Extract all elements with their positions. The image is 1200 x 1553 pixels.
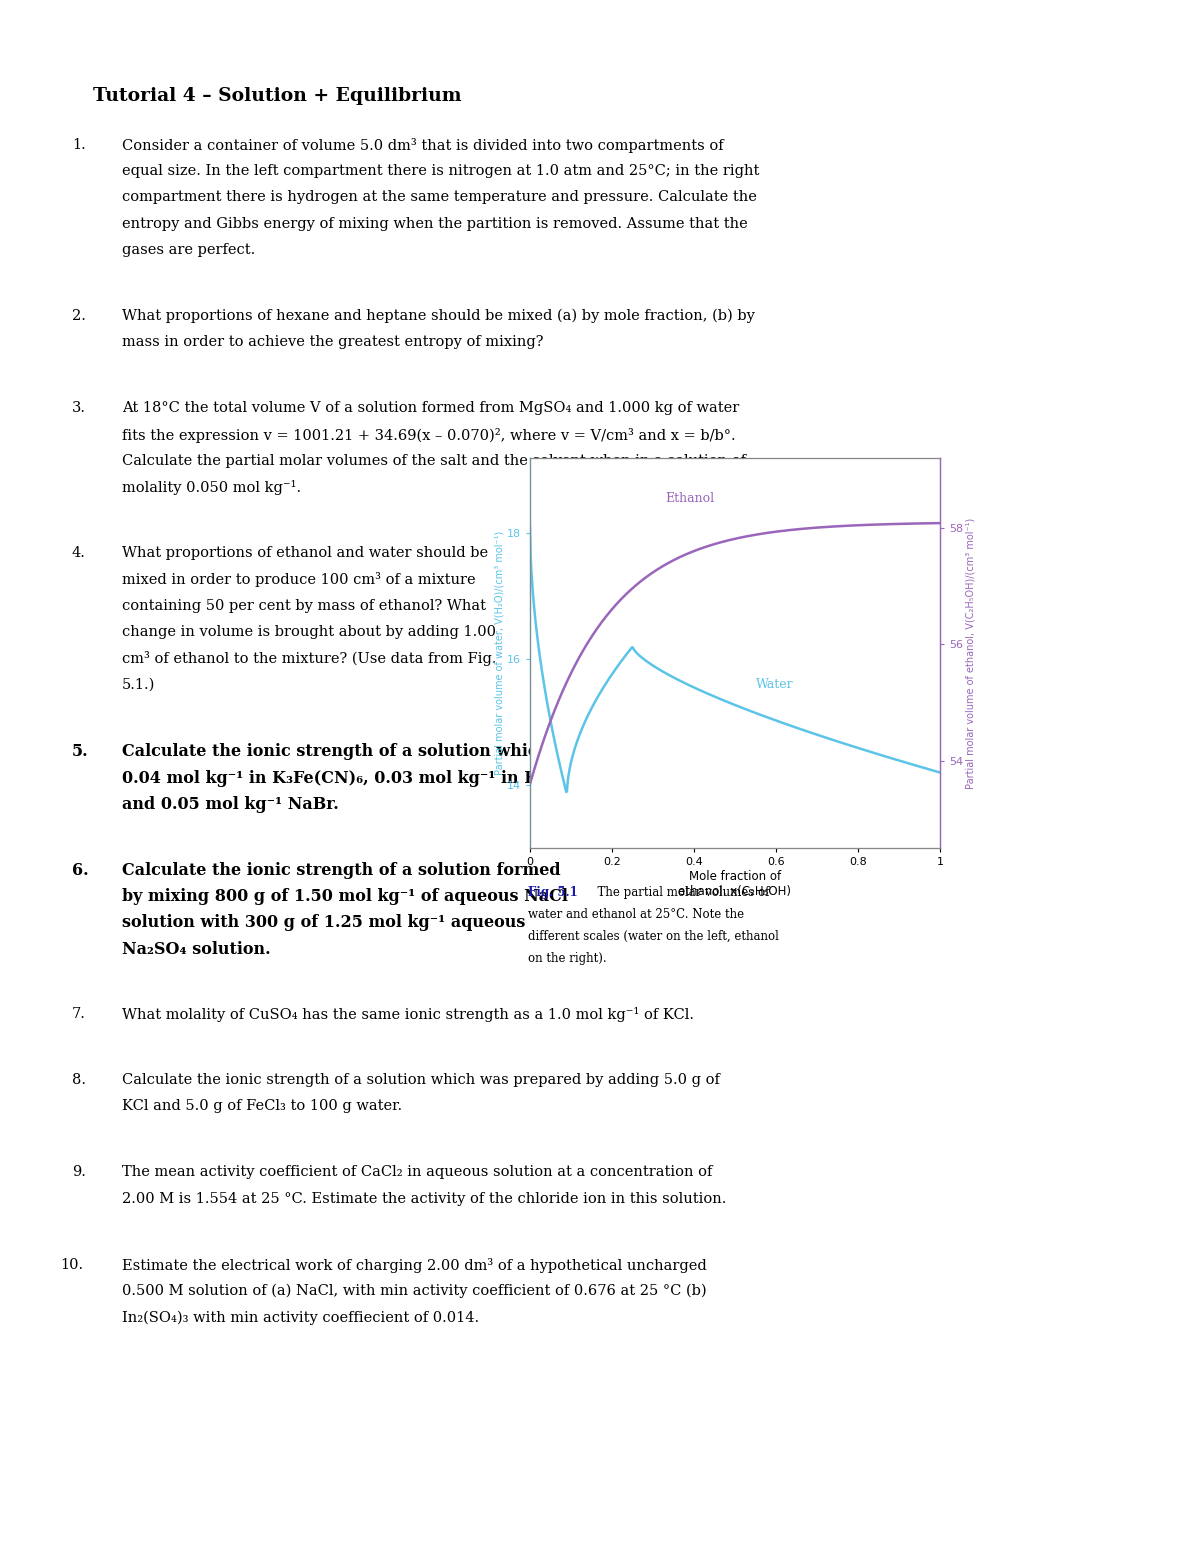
Text: water and ethanol at 25°C. Note the: water and ethanol at 25°C. Note the xyxy=(528,909,744,921)
Text: 2.00 M is 1.554 at 25 °C. Estimate the activity of the chloride ion in this solu: 2.00 M is 1.554 at 25 °C. Estimate the a… xyxy=(122,1191,726,1205)
Text: molality 0.050 mol kg⁻¹.: molality 0.050 mol kg⁻¹. xyxy=(122,480,301,495)
Text: 0.500 M solution of (a) NaCl, with min activity coefficient of 0.676 at 25 °C (b: 0.500 M solution of (a) NaCl, with min a… xyxy=(122,1284,707,1298)
Text: In₂(SO₄)₃ with min activity coeffiecient of 0.014.: In₂(SO₄)₃ with min activity coeffiecient… xyxy=(122,1311,479,1325)
Text: Estimate the electrical work of charging 2.00 dm³ of a hypothetical uncharged: Estimate the electrical work of charging… xyxy=(122,1258,707,1273)
Text: Calculate the partial molar volumes of the salt and the solvent when in a soluti: Calculate the partial molar volumes of t… xyxy=(122,453,746,467)
Text: Na₂SO₄ solution.: Na₂SO₄ solution. xyxy=(122,941,271,958)
Text: solution with 300 g of 1.25 mol kg⁻¹ aqueous: solution with 300 g of 1.25 mol kg⁻¹ aqu… xyxy=(122,915,526,932)
Text: compartment there is hydrogen at the same temperature and pressure. Calculate th: compartment there is hydrogen at the sam… xyxy=(122,191,757,205)
Text: equal size. In the left compartment there is nitrogen at 1.0 atm and 25°C; in th: equal size. In the left compartment ther… xyxy=(122,165,760,179)
Text: Water: Water xyxy=(756,677,793,691)
Text: What proportions of hexane and heptane should be mixed (a) by mole fraction, (b): What proportions of hexane and heptane s… xyxy=(122,309,755,323)
Text: by mixing 800 g of 1.50 mol kg⁻¹ of aqueous NaCl: by mixing 800 g of 1.50 mol kg⁻¹ of aque… xyxy=(122,888,568,905)
Text: 8.: 8. xyxy=(72,1073,86,1087)
Text: The mean activity coefficient of CaCl₂ in aqueous solution at a concentration of: The mean activity coefficient of CaCl₂ i… xyxy=(122,1165,713,1179)
Text: 5.: 5. xyxy=(72,744,89,761)
Text: change in volume is brought about by adding 1.00: change in volume is brought about by add… xyxy=(122,624,496,638)
Text: 1.: 1. xyxy=(72,138,85,152)
Text: on the right).: on the right). xyxy=(528,952,607,964)
Text: Calculate the ionic strength of a solution which is: Calculate the ionic strength of a soluti… xyxy=(122,744,570,761)
Text: mixed in order to produce 100 cm³ of a mixture: mixed in order to produce 100 cm³ of a m… xyxy=(122,573,475,587)
Text: Consider a container of volume 5.0 dm³ that is divided into two compartments of: Consider a container of volume 5.0 dm³ t… xyxy=(122,138,724,154)
Text: 5.1.): 5.1.) xyxy=(122,677,155,691)
Text: entropy and Gibbs energy of mixing when the partition is removed. Assume that th: entropy and Gibbs energy of mixing when … xyxy=(122,216,748,230)
Text: 4.: 4. xyxy=(72,547,86,561)
Text: Calculate the ionic strength of a solution which was prepared by adding 5.0 g of: Calculate the ionic strength of a soluti… xyxy=(122,1073,720,1087)
Text: What molality of CuSO₄ has the same ionic strength as a 1.0 mol kg⁻¹ of KCl.: What molality of CuSO₄ has the same ioni… xyxy=(122,1006,694,1022)
Text: What proportions of ethanol and water should be: What proportions of ethanol and water sh… xyxy=(122,547,488,561)
Text: The partial molar volumes of: The partial molar volumes of xyxy=(590,887,769,899)
Text: mass in order to achieve the greatest entropy of mixing?: mass in order to achieve the greatest en… xyxy=(122,335,544,349)
Text: 3.: 3. xyxy=(72,401,86,415)
Text: gases are perfect.: gases are perfect. xyxy=(122,242,256,256)
Text: and 0.05 mol kg⁻¹ NaBr.: and 0.05 mol kg⁻¹ NaBr. xyxy=(122,795,338,812)
Text: 6.: 6. xyxy=(72,862,89,879)
Y-axis label: Partial molar volume of water, V(H₂O)/(cm³ mol⁻¹): Partial molar volume of water, V(H₂O)/(c… xyxy=(494,531,504,775)
X-axis label: Mole fraction of
ethanol, x(C₂H₅OH): Mole fraction of ethanol, x(C₂H₅OH) xyxy=(678,870,792,898)
Text: Fig. 5.1: Fig. 5.1 xyxy=(528,887,577,899)
Text: cm³ of ethanol to the mixture? (Use data from Fig.: cm³ of ethanol to the mixture? (Use data… xyxy=(122,651,497,666)
Text: 0.04 mol kg⁻¹ in K₃Fe(CN)₆, 0.03 mol kg⁻¹ in KCl: 0.04 mol kg⁻¹ in K₃Fe(CN)₆, 0.03 mol kg⁻… xyxy=(122,770,557,787)
Text: different scales (water on the left, ethanol: different scales (water on the left, eth… xyxy=(528,930,779,943)
Text: 7.: 7. xyxy=(72,1006,86,1020)
Text: 9.: 9. xyxy=(72,1165,86,1179)
Text: Ethanol: Ethanol xyxy=(665,492,714,505)
Text: fits the expression v = 1001.21 + 34.69(x – 0.070)², where v = V/cm³ and x = b/b: fits the expression v = 1001.21 + 34.69(… xyxy=(122,427,736,443)
Text: KCl and 5.0 g of FeCl₃ to 100 g water.: KCl and 5.0 g of FeCl₃ to 100 g water. xyxy=(122,1100,402,1114)
Text: Calculate the ionic strength of a solution formed: Calculate the ionic strength of a soluti… xyxy=(122,862,560,879)
Text: Tutorial 4 – Solution + Equilibrium: Tutorial 4 – Solution + Equilibrium xyxy=(94,87,462,106)
Y-axis label: Partial molar volume of ethanol, V(C₂H₅OH)/(cm³ mol⁻¹): Partial molar volume of ethanol, V(C₂H₅O… xyxy=(966,517,976,789)
Text: At 18°C the total volume V of a solution formed from MgSO₄ and 1.000 kg of water: At 18°C the total volume V of a solution… xyxy=(122,401,739,415)
Text: 2.: 2. xyxy=(72,309,86,323)
Text: 10.: 10. xyxy=(60,1258,83,1272)
Text: containing 50 per cent by mass of ethanol? What: containing 50 per cent by mass of ethano… xyxy=(122,598,486,612)
